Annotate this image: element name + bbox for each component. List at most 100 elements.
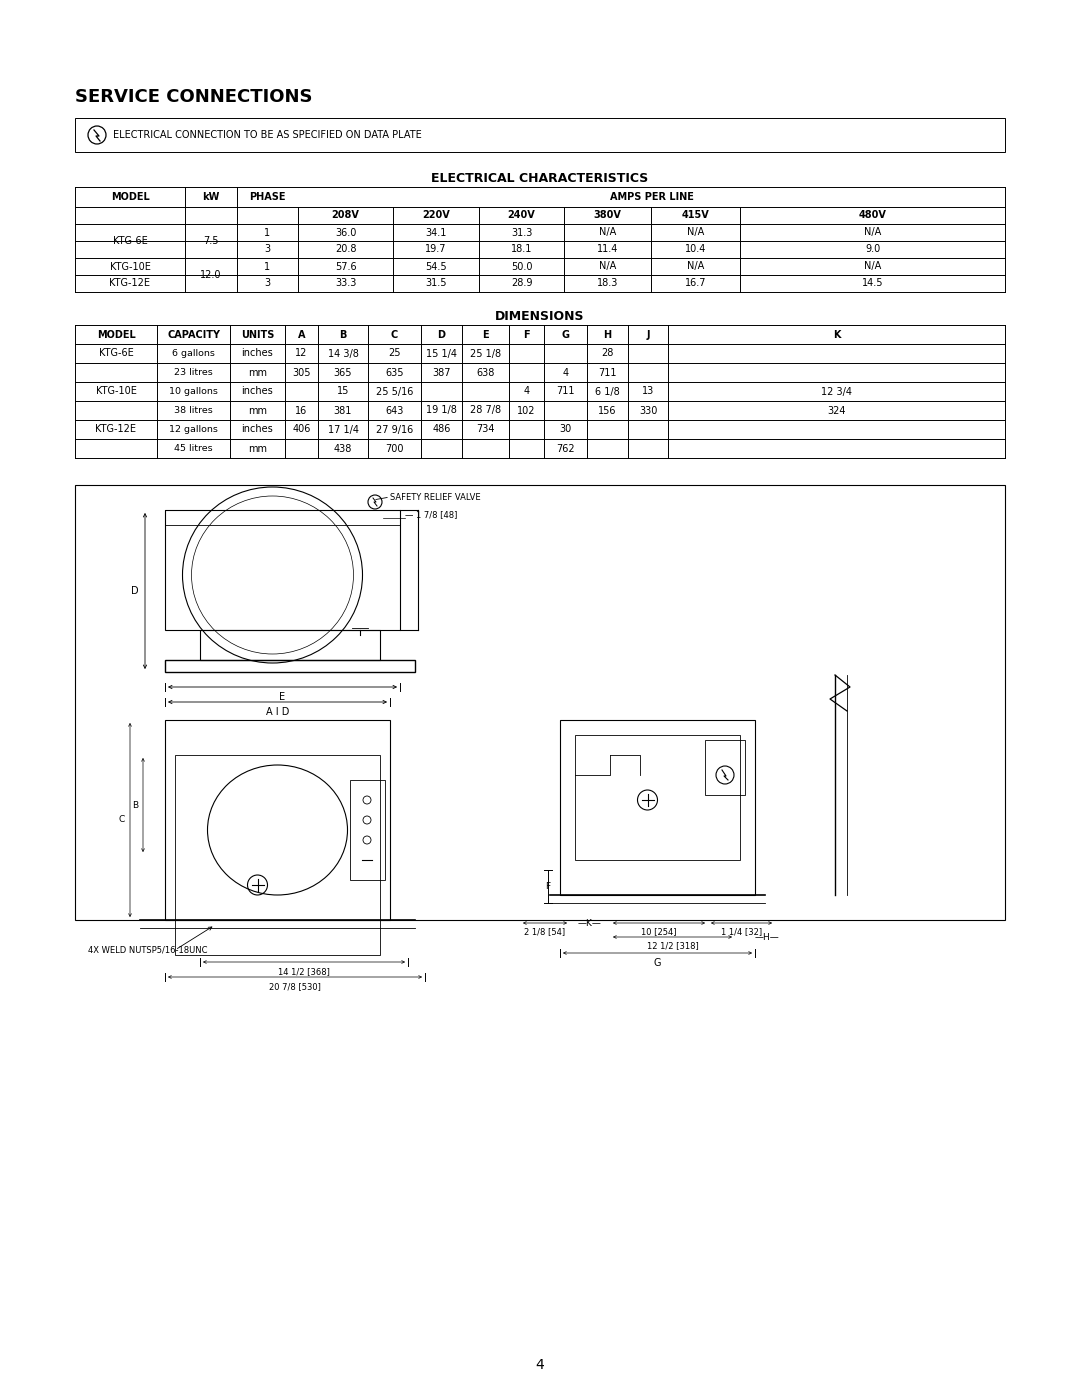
Text: A I D: A I D (266, 707, 289, 717)
Text: 12 1/2 [318]: 12 1/2 [318] (647, 942, 699, 950)
Text: 28.9: 28.9 (511, 278, 532, 289)
Text: 50.0: 50.0 (511, 261, 532, 271)
Text: H: H (604, 330, 611, 339)
Bar (165, 510, 400, 630)
Text: MODEL: MODEL (110, 191, 149, 203)
Text: N/A: N/A (864, 261, 881, 271)
Text: 102: 102 (517, 405, 536, 415)
Text: —H—: —H— (755, 933, 780, 942)
Text: 30: 30 (559, 425, 571, 434)
Text: 23 litres: 23 litres (174, 367, 213, 377)
Text: 208V: 208V (332, 211, 360, 221)
Text: 1: 1 (265, 228, 271, 237)
Text: N/A: N/A (687, 228, 704, 237)
Text: 324: 324 (827, 405, 846, 415)
Text: 31.3: 31.3 (511, 228, 532, 237)
Bar (165, 719, 390, 921)
Bar (705, 740, 745, 795)
Text: 4X WELD NUTSP5/16-18UNC: 4X WELD NUTSP5/16-18UNC (87, 946, 207, 954)
Text: kW: kW (202, 191, 219, 203)
Text: KTG-12E: KTG-12E (109, 278, 150, 289)
Text: 415V: 415V (681, 211, 710, 221)
Text: 240V: 240V (508, 211, 536, 221)
Bar (200, 630, 380, 659)
Text: B: B (339, 330, 347, 339)
Text: inches: inches (242, 387, 273, 397)
Text: 700: 700 (386, 443, 404, 454)
Bar (350, 780, 384, 880)
Text: 380V: 380V (594, 211, 621, 221)
Text: 38 litres: 38 litres (174, 407, 213, 415)
Text: E: E (280, 692, 285, 703)
Text: 36.0: 36.0 (335, 228, 356, 237)
Text: 33.3: 33.3 (335, 278, 356, 289)
Text: 711: 711 (598, 367, 617, 377)
Bar (175, 754, 380, 956)
Text: SAFETY RELIEF VALVE: SAFETY RELIEF VALVE (390, 493, 481, 502)
Text: — 1 7/8 [48]: — 1 7/8 [48] (405, 510, 457, 520)
Text: 365: 365 (334, 367, 352, 377)
Text: F: F (545, 882, 551, 891)
Text: AMPS PER LINE: AMPS PER LINE (609, 191, 693, 203)
Text: 20.8: 20.8 (335, 244, 356, 254)
Text: 54.5: 54.5 (426, 261, 447, 271)
Text: 10.4: 10.4 (685, 244, 706, 254)
Text: 406: 406 (293, 425, 311, 434)
Text: K: K (833, 330, 840, 339)
Text: KTG-12E: KTG-12E (95, 425, 136, 434)
Bar (75, 485, 1005, 921)
Text: D: D (131, 585, 139, 597)
Text: J: J (646, 330, 650, 339)
Text: 12 gallons: 12 gallons (170, 425, 218, 434)
Text: 4: 4 (524, 387, 529, 397)
Text: 1 1/4 [32]: 1 1/4 [32] (721, 928, 762, 936)
Bar (561, 719, 755, 895)
Text: 25 1/8: 25 1/8 (470, 348, 501, 359)
Text: KTG-6E: KTG-6E (112, 236, 147, 246)
Text: 16: 16 (295, 405, 308, 415)
Text: N/A: N/A (687, 261, 704, 271)
Bar (575, 735, 740, 861)
Text: DIMENSIONS: DIMENSIONS (496, 310, 584, 323)
Text: 14 3/8: 14 3/8 (327, 348, 359, 359)
Text: 4: 4 (536, 1358, 544, 1372)
Text: 28: 28 (602, 348, 613, 359)
Text: mm: mm (248, 443, 267, 454)
Text: 711: 711 (556, 387, 575, 397)
Text: 3: 3 (265, 244, 271, 254)
Text: 480V: 480V (859, 211, 887, 221)
Bar (75, 117, 1005, 152)
Text: 12: 12 (295, 348, 308, 359)
Text: SERVICE CONNECTIONS: SERVICE CONNECTIONS (75, 88, 312, 106)
Text: 3: 3 (265, 278, 271, 289)
Text: 635: 635 (386, 367, 404, 377)
Text: 28 7/8: 28 7/8 (470, 405, 501, 415)
Text: 7.5: 7.5 (203, 236, 219, 246)
Text: 643: 643 (386, 405, 404, 415)
Text: N/A: N/A (599, 228, 616, 237)
Text: 34.1: 34.1 (426, 228, 447, 237)
Text: 16.7: 16.7 (685, 278, 706, 289)
Text: 17 1/4: 17 1/4 (327, 425, 359, 434)
Text: CAPACITY: CAPACITY (167, 330, 220, 339)
Text: N/A: N/A (864, 228, 881, 237)
Text: 18.1: 18.1 (511, 244, 532, 254)
Text: G: G (653, 958, 661, 968)
Text: 387: 387 (432, 367, 450, 377)
Bar (165, 659, 415, 672)
Text: inches: inches (242, 425, 273, 434)
Text: 19.7: 19.7 (426, 244, 447, 254)
Text: 57.6: 57.6 (335, 261, 356, 271)
Text: 27 9/16: 27 9/16 (376, 425, 414, 434)
Text: mm: mm (248, 367, 267, 377)
Text: 18.3: 18.3 (597, 278, 618, 289)
Text: 330: 330 (638, 405, 658, 415)
Text: 15: 15 (337, 387, 349, 397)
Text: 11.4: 11.4 (597, 244, 618, 254)
Text: 19 1/8: 19 1/8 (427, 405, 457, 415)
Text: E: E (482, 330, 489, 339)
Text: mm: mm (248, 405, 267, 415)
Text: D: D (437, 330, 446, 339)
Text: ELECTRICAL CHARACTERISTICS: ELECTRICAL CHARACTERISTICS (431, 172, 649, 184)
Text: 12.0: 12.0 (200, 270, 221, 279)
